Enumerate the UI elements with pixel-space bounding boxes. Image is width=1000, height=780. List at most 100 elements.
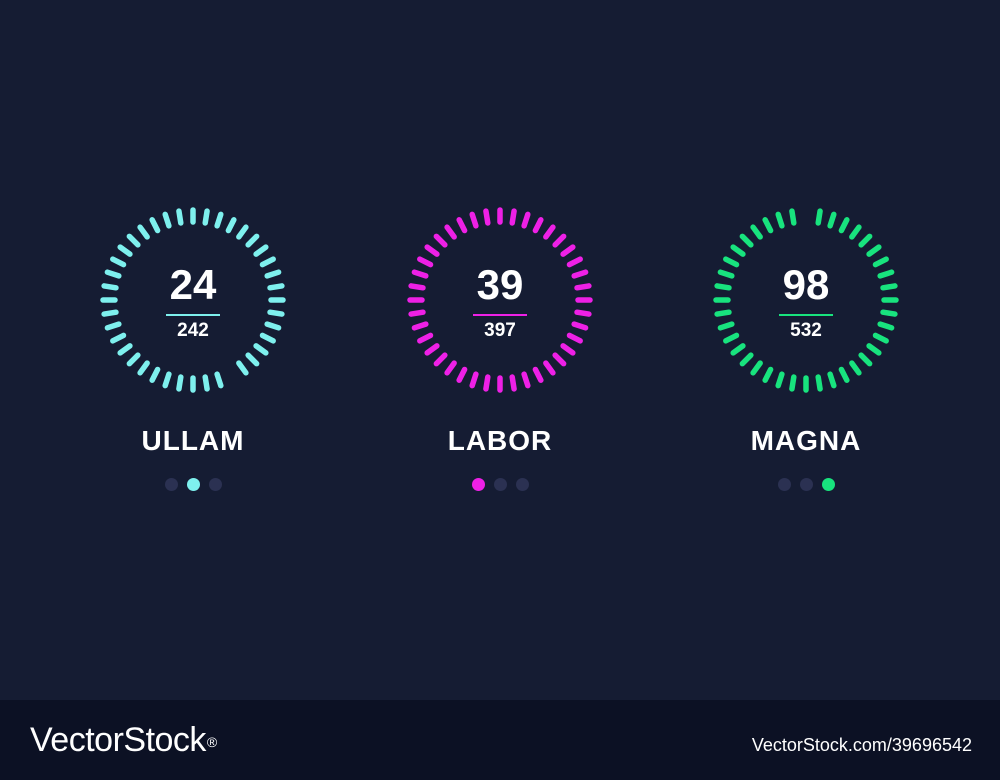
ring-tick [849, 360, 862, 376]
ring-tick [264, 269, 282, 279]
ring-tick [236, 360, 249, 376]
ring-tick [566, 332, 583, 344]
ring-tick [117, 343, 133, 356]
ring-tick [176, 374, 184, 392]
ring-tick [110, 256, 127, 268]
ring-tick [552, 233, 567, 248]
ring-tick [877, 269, 895, 279]
pager-dot[interactable] [471, 478, 485, 491]
ring-tick [259, 256, 276, 268]
ring-tick [571, 321, 589, 331]
ring-tick [789, 208, 797, 226]
widget-total: 532 [790, 320, 822, 341]
pager-dots [400, 478, 600, 492]
ring-tick [483, 208, 491, 226]
ring-tick [714, 283, 732, 291]
ring-tick [417, 332, 434, 344]
ring-tick [176, 208, 184, 226]
ring-tick [543, 360, 556, 376]
pager-dot[interactable] [799, 478, 813, 491]
watermark-footer: VectorStock® VectorStock.com/39696542 [0, 700, 1000, 780]
pager-dot[interactable] [164, 478, 178, 491]
ring-tick [417, 256, 434, 268]
ring-tick [566, 256, 583, 268]
ring-tick [469, 371, 479, 389]
ring-tick [789, 374, 797, 392]
ring-tick [236, 224, 249, 240]
ring-tick [408, 309, 426, 317]
ring-tick [444, 224, 457, 240]
ring-tick [456, 217, 468, 234]
pager-dot[interactable] [493, 478, 507, 491]
pager-dot[interactable] [208, 478, 222, 491]
pager-dot[interactable] [777, 478, 791, 491]
ring-tick [483, 374, 491, 392]
ring-tick [723, 332, 740, 344]
ring-tick [730, 343, 746, 356]
widget-value: 98 [782, 261, 830, 308]
ring-tick [101, 283, 119, 291]
ring-tick [815, 374, 823, 392]
ring-tick [162, 211, 172, 229]
divider-line [779, 314, 833, 316]
ring-tick [838, 366, 850, 383]
ring-tick [717, 269, 735, 279]
ring-tick [872, 256, 889, 268]
ring-tick [762, 366, 774, 383]
ring-tick [411, 321, 429, 331]
ring-tick [444, 360, 457, 376]
ring-tick [838, 217, 850, 234]
widget-label: MAGNA [750, 425, 862, 456]
ring-tick [264, 321, 282, 331]
ring-tick [521, 211, 531, 229]
widget-total: 242 [177, 320, 209, 341]
ring-tick [543, 224, 556, 240]
ring-tick [509, 208, 517, 226]
ring-tick [521, 371, 531, 389]
ring-tick [815, 208, 823, 226]
ring-tick [259, 332, 276, 344]
ring-tick [827, 371, 837, 389]
ring-tick [149, 366, 161, 383]
ring-tick [560, 244, 576, 257]
widget-total: 397 [484, 320, 516, 341]
widget-label: ULLAM [141, 425, 245, 456]
widget-value: 24 [169, 261, 217, 308]
ring-tick [552, 352, 567, 367]
ring-tick [433, 352, 448, 367]
ring-tick [750, 360, 763, 376]
ring-tick [104, 321, 122, 331]
ring-tick [858, 233, 873, 248]
ring-tick [717, 321, 735, 331]
ring-tick [739, 352, 754, 367]
brand-logo: VectorStock® [30, 720, 217, 760]
ring-tick [877, 321, 895, 331]
ring-tick [253, 343, 269, 356]
widget-label: LABOR [447, 425, 553, 456]
ring-tick [126, 233, 141, 248]
ring-tick [117, 244, 133, 257]
ring-tick [532, 217, 544, 234]
ring-tick [104, 269, 122, 279]
ring-tick [433, 233, 448, 248]
ring-tick [253, 244, 269, 257]
progress-ring [713, 208, 899, 393]
ring-tick [202, 208, 210, 226]
divider-line [166, 314, 220, 316]
divider-line [473, 314, 527, 316]
ring-tick [723, 256, 740, 268]
ring-tick [424, 244, 440, 257]
pager-dot[interactable] [515, 478, 529, 491]
ring-tick [866, 343, 882, 356]
pager-dot[interactable] [186, 478, 200, 491]
ring-tick [866, 244, 882, 257]
pager-dots [93, 478, 293, 492]
ring-tick [872, 332, 889, 344]
ring-tick [750, 224, 763, 240]
pager-dot[interactable] [821, 478, 835, 491]
ring-tick [880, 309, 898, 317]
ring-tick [775, 371, 785, 389]
ring-tick [101, 309, 119, 317]
ring-tick [762, 217, 774, 234]
ring-tick [202, 374, 210, 392]
